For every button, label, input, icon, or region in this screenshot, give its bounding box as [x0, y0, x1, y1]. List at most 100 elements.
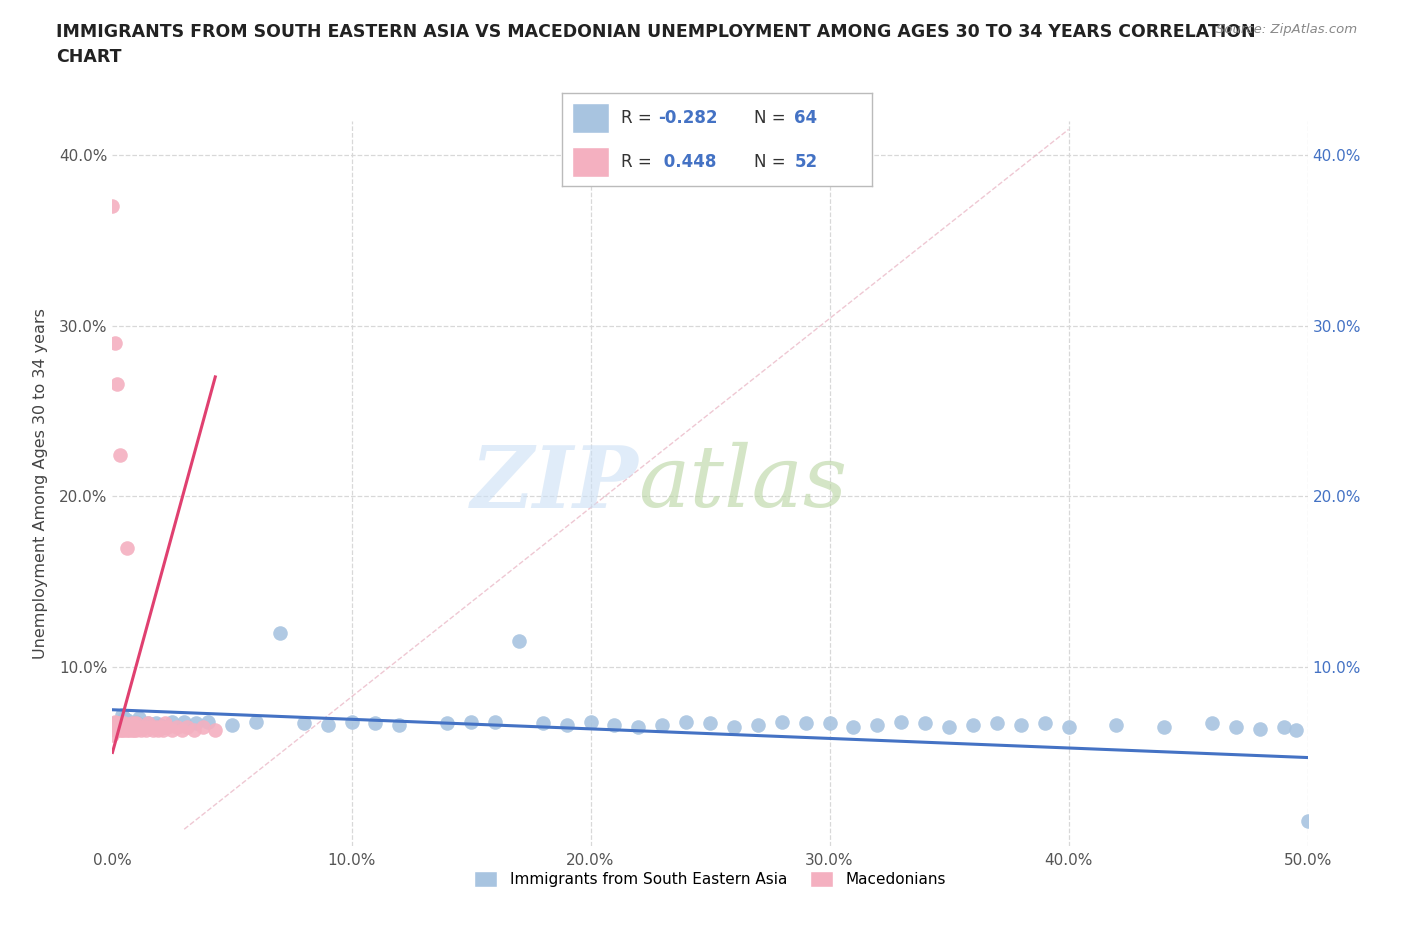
- Point: [104, 723, 127, 737]
- Point: [122, 720, 145, 735]
- Point: [118, 720, 141, 735]
- Text: Source: ZipAtlas.com: Source: ZipAtlas.com: [1216, 23, 1357, 36]
- Point: [128, 711, 150, 725]
- Point: [111, 720, 134, 735]
- Point: [115, 540, 138, 555]
- Point: [170, 723, 193, 737]
- Text: -0.282: -0.282: [658, 109, 718, 127]
- Point: [101, 199, 124, 214]
- Point: [221, 718, 243, 733]
- Point: [1296, 813, 1319, 828]
- Point: [962, 718, 984, 733]
- Text: 0.448: 0.448: [658, 153, 717, 171]
- Point: [1153, 720, 1175, 735]
- Point: [114, 716, 135, 731]
- Point: [125, 714, 148, 729]
- Point: [627, 720, 650, 735]
- Point: [890, 714, 912, 729]
- Point: [173, 714, 195, 729]
- Point: [121, 718, 143, 733]
- Point: [460, 714, 482, 729]
- Point: [153, 716, 176, 731]
- Point: [770, 714, 793, 729]
- Point: [1105, 718, 1128, 733]
- Point: [914, 716, 936, 731]
- Point: [145, 716, 167, 731]
- Point: [866, 718, 889, 733]
- Point: [121, 716, 143, 731]
- Point: [138, 716, 160, 731]
- Text: atlas: atlas: [638, 443, 848, 525]
- Text: N =: N =: [754, 109, 792, 127]
- Point: [132, 720, 155, 735]
- Point: [166, 720, 188, 735]
- Point: [104, 716, 127, 731]
- Point: [135, 723, 157, 737]
- Point: [986, 716, 1008, 731]
- Point: [162, 714, 183, 729]
- Legend: Immigrants from South Eastern Asia, Macedonians: Immigrants from South Eastern Asia, Mace…: [468, 865, 952, 893]
- Point: [204, 723, 226, 737]
- Point: [1249, 721, 1271, 736]
- Point: [292, 716, 315, 731]
- Point: [938, 720, 960, 735]
- Point: [129, 718, 152, 733]
- Point: [105, 723, 128, 737]
- Point: [675, 714, 697, 729]
- Point: [105, 720, 128, 735]
- Point: [723, 720, 745, 735]
- Point: [1201, 716, 1223, 731]
- Text: 52: 52: [794, 153, 817, 171]
- Point: [108, 716, 131, 731]
- Point: [651, 718, 673, 733]
- Point: [101, 728, 124, 743]
- Point: [122, 716, 145, 731]
- Text: N =: N =: [754, 153, 792, 171]
- Text: IMMIGRANTS FROM SOUTH EASTERN ASIA VS MACEDONIAN UNEMPLOYMENT AMONG AGES 30 TO 3: IMMIGRANTS FROM SOUTH EASTERN ASIA VS MA…: [56, 23, 1256, 41]
- Point: [121, 723, 143, 737]
- Point: [579, 714, 602, 729]
- Point: [138, 716, 160, 731]
- Point: [121, 720, 143, 735]
- Point: [129, 723, 152, 737]
- Point: [555, 718, 578, 733]
- Point: [245, 714, 267, 729]
- Y-axis label: Unemployment Among Ages 30 to 34 years: Unemployment Among Ages 30 to 34 years: [32, 308, 48, 659]
- Point: [316, 718, 339, 733]
- Point: [104, 720, 127, 735]
- Text: 64: 64: [794, 109, 817, 127]
- Point: [105, 720, 128, 735]
- Point: [104, 714, 127, 729]
- Point: [104, 336, 127, 351]
- Point: [269, 626, 291, 641]
- Point: [603, 718, 626, 733]
- Point: [146, 723, 169, 737]
- Point: [388, 718, 411, 733]
- Point: [105, 716, 128, 731]
- Point: [436, 716, 458, 731]
- Text: R =: R =: [621, 153, 657, 171]
- Point: [149, 718, 172, 733]
- Point: [484, 714, 506, 729]
- Point: [111, 723, 134, 737]
- Point: [1057, 720, 1080, 735]
- Point: [101, 720, 124, 735]
- Point: [1010, 718, 1032, 733]
- Point: [108, 714, 131, 729]
- Text: R =: R =: [621, 109, 657, 127]
- Point: [747, 718, 769, 733]
- Point: [1285, 723, 1308, 737]
- FancyBboxPatch shape: [572, 103, 609, 133]
- Point: [794, 716, 817, 731]
- Point: [115, 712, 138, 727]
- Point: [122, 723, 145, 737]
- Point: [111, 716, 134, 731]
- Point: [197, 714, 219, 729]
- Point: [139, 720, 162, 735]
- Text: ZIP: ZIP: [471, 442, 638, 525]
- Point: [145, 720, 167, 735]
- Point: [162, 723, 183, 737]
- Point: [114, 723, 135, 737]
- Point: [1225, 720, 1247, 735]
- Point: [108, 723, 131, 737]
